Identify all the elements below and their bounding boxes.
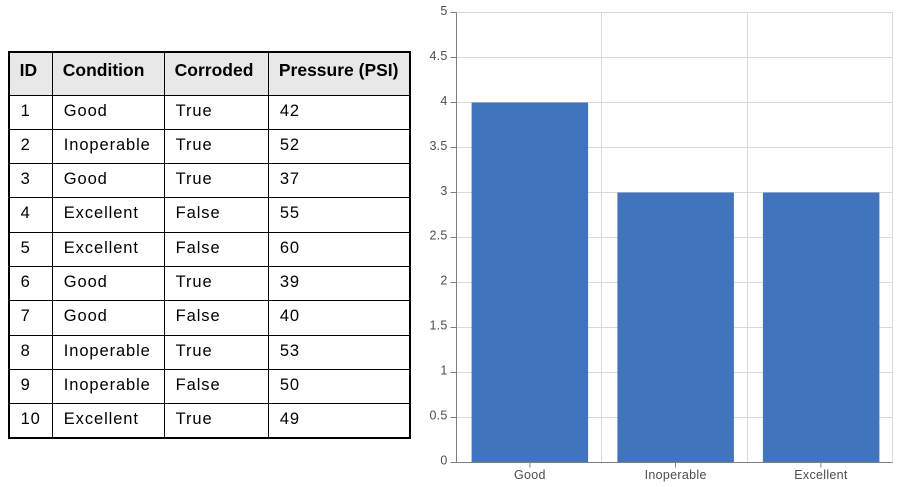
svg-text:3.5: 3.5 — [430, 139, 448, 153]
svg-text:Excellent: Excellent — [794, 468, 848, 482]
svg-text:2.5: 2.5 — [430, 229, 448, 243]
svg-text:4: 4 — [440, 94, 447, 108]
svg-text:0.5: 0.5 — [430, 409, 448, 423]
svg-text:Inoperable: Inoperable — [645, 468, 707, 482]
svg-text:5: 5 — [440, 4, 447, 18]
svg-text:2: 2 — [440, 274, 447, 288]
svg-text:0: 0 — [440, 453, 447, 467]
svg-text:1.5: 1.5 — [430, 319, 448, 333]
svg-text:4.5: 4.5 — [430, 49, 448, 63]
svg-text:Good: Good — [514, 468, 546, 482]
svg-text:1: 1 — [440, 364, 447, 378]
svg-text:3: 3 — [440, 184, 447, 198]
